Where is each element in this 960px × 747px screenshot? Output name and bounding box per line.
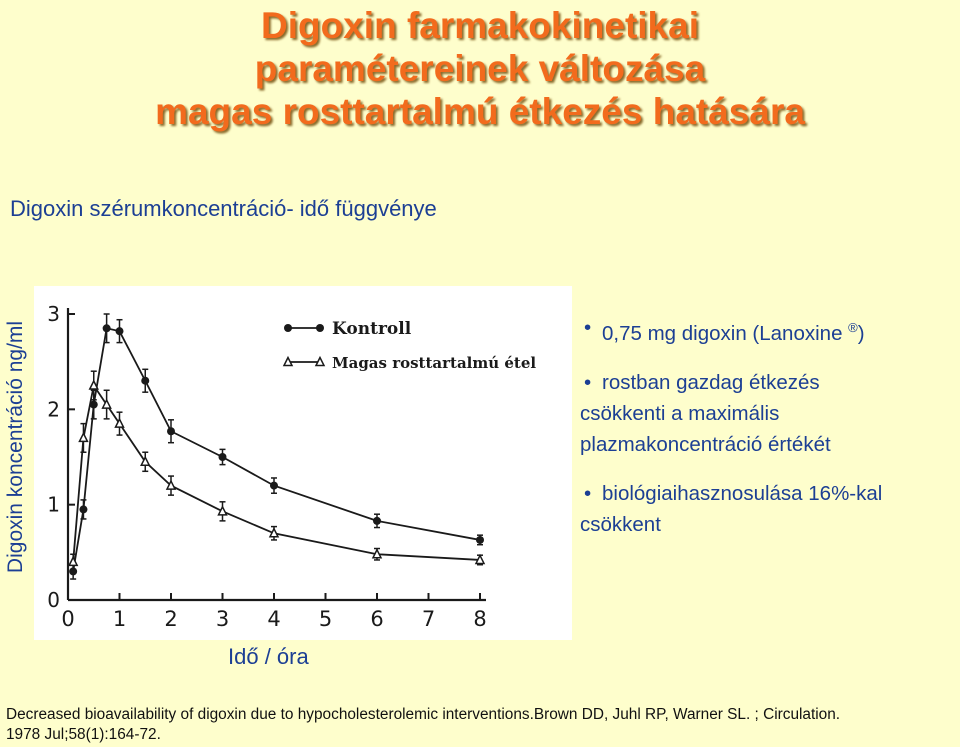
data-point — [88, 379, 99, 390]
citation-line-2: 1978 Jul;58(1):164-72. — [6, 726, 161, 743]
bullet-bioavailability: biológiaihasznosulása 16%-kal csökkent — [580, 478, 958, 540]
data-point — [114, 417, 125, 428]
legend-marker — [316, 324, 324, 332]
title-line-1: Digoxin farmakokinetikai — [261, 5, 699, 46]
x-tick-label: 3 — [216, 607, 229, 631]
data-point — [78, 431, 89, 443]
x-tick-label: 8 — [473, 607, 486, 631]
data-point — [268, 527, 280, 538]
bullet-fiber-line-1: rostban gazdag étkezés — [602, 370, 820, 394]
bullet-fiber-line-3: plazmakoncentráció értékét — [580, 432, 831, 456]
x-tick-label: 2 — [164, 607, 177, 631]
y-tick-label: 3 — [47, 302, 60, 326]
bullet-bio-line-2: csökkent — [580, 512, 661, 536]
data-point — [141, 376, 150, 385]
data-point — [79, 505, 88, 514]
data-point — [474, 553, 486, 565]
data-point — [67, 555, 79, 567]
x-axis-label: Idő / óra — [228, 644, 309, 669]
data-point — [217, 505, 228, 516]
page-title: Digoxin farmakokinetikai paramétereinek … — [0, 4, 960, 133]
data-point — [101, 398, 112, 409]
citation: Decreased bioavailability of digoxin due… — [6, 705, 958, 745]
x-tick-label: 7 — [422, 607, 435, 631]
legend-marker — [282, 355, 294, 367]
x-tick-label: 4 — [267, 607, 280, 631]
data-point — [373, 516, 381, 525]
chart-subtitle: Digoxin szérumkoncentráció- idő függvény… — [10, 196, 437, 221]
data-point — [115, 327, 124, 336]
x-tick-label: 6 — [370, 607, 383, 631]
data-point — [218, 453, 227, 461]
data-point — [165, 479, 177, 490]
title-line-3: magas rosttartalmú étkezés hatására — [155, 91, 805, 132]
data-point — [476, 535, 484, 544]
bullet-list: 0,75 mg digoxin (Lanoxine ®) rostban gaz… — [580, 312, 958, 558]
x-tick-label: 1 — [113, 607, 126, 631]
bullet-dose: 0,75 mg digoxin (Lanoxine ®) — [580, 312, 958, 349]
y-tick-label: 1 — [47, 493, 60, 517]
y-tick-label: 2 — [47, 397, 60, 421]
legend-marker — [314, 355, 326, 367]
bullet-dose-text: 0,75 mg digoxin (Lanoxine — [602, 321, 843, 345]
registered-mark: ® — [848, 320, 858, 335]
legend-label: Kontroll — [332, 319, 412, 339]
bullet-dose-end: ) — [857, 321, 865, 345]
chart-svg: 0 1 2 3 0 1 2 3 4 5 6 7 8 Kontroll Magas rosttartalmú … — [47, 302, 536, 631]
x-tick-label: 5 — [319, 607, 332, 631]
data-point — [371, 548, 383, 559]
data-point — [167, 427, 175, 436]
data-point — [102, 324, 111, 333]
title-line-2: paramétereinek változása — [254, 48, 706, 89]
legend-label: Magas rosttartalmú étel — [332, 354, 536, 372]
y-axis-label: Digoxin koncentráció ng/ml — [4, 320, 27, 574]
data-point — [89, 400, 98, 409]
data-point — [140, 455, 151, 467]
x-tick-label: 0 — [61, 607, 74, 631]
bullet-bio-line-1: biológiaihasznosulása 16%-kal — [602, 481, 883, 505]
citation-line-1: Decreased bioavailability of digoxin due… — [6, 706, 841, 723]
data-point — [270, 481, 278, 490]
bullet-fiber-effect: rostban gazdag étkezés csökkenti a maxim… — [580, 367, 958, 460]
legend-marker — [284, 324, 292, 332]
bullet-fiber-line-2: csökkenti a maximális — [580, 401, 780, 425]
y-tick-label: 0 — [47, 588, 60, 612]
chart-figure: 0 1 2 3 0 1 2 3 4 5 6 7 8 Kontroll Magas rosttartalmú … — [34, 286, 572, 640]
